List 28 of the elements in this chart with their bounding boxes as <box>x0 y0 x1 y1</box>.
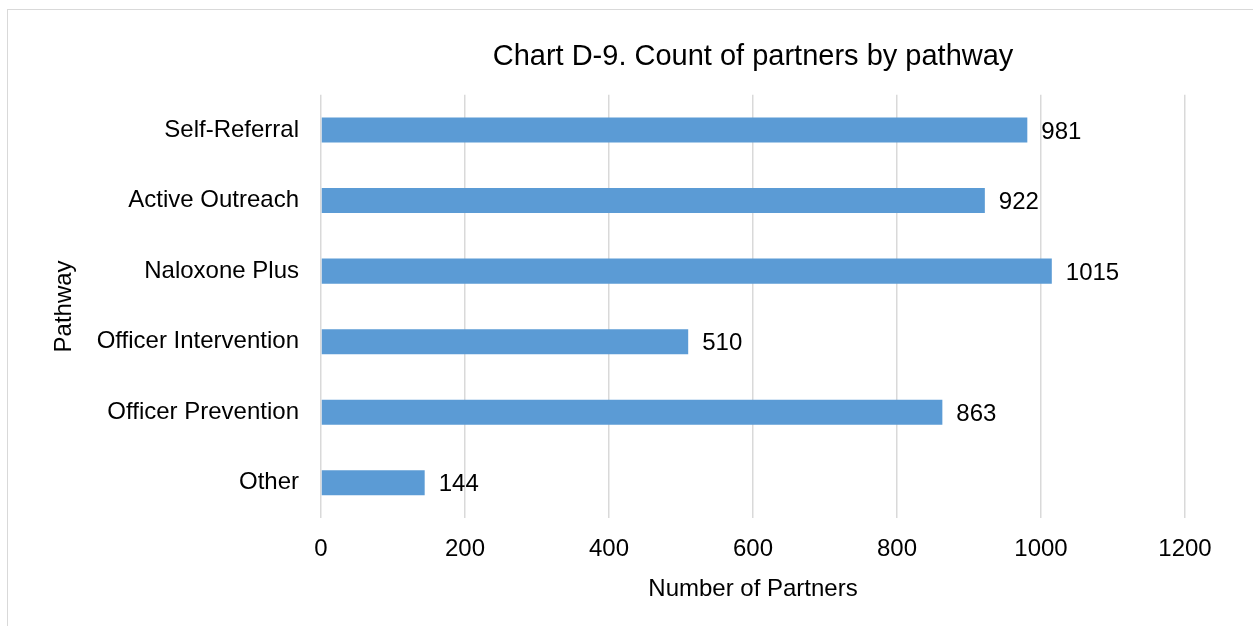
data-label: 863 <box>956 398 997 426</box>
data-label: 510 <box>702 328 743 356</box>
y-tick-label: Officer Prevention <box>107 396 299 424</box>
y-tick-label: Naloxone Plus <box>144 255 299 283</box>
x-axis-title: Number of Partners <box>648 574 858 602</box>
bar <box>321 399 943 425</box>
bar <box>321 329 689 355</box>
bar <box>321 117 1028 143</box>
chart-title: Chart D-9. Count of partners by pathway <box>492 39 1014 72</box>
bar <box>321 188 985 214</box>
bar <box>321 258 1052 284</box>
data-label: 922 <box>998 187 1039 215</box>
x-tick-label: 1000 <box>1014 534 1068 562</box>
y-tick-label: Officer Intervention <box>96 326 299 354</box>
x-tick-label: 600 <box>732 534 774 562</box>
x-tick-label: 400 <box>588 534 630 562</box>
x-tick-label: 800 <box>876 534 918 562</box>
y-axis-title: Pathway <box>49 260 77 353</box>
bar <box>321 470 425 496</box>
x-tick-label: 1200 <box>1158 534 1212 562</box>
y-tick-label: Active Outreach <box>128 185 299 213</box>
y-tick-label: Other <box>238 467 299 495</box>
data-label: 1015 <box>1065 257 1120 285</box>
data-label: 981 <box>1041 116 1082 144</box>
data-label: 144 <box>438 469 479 497</box>
x-tick-label: 200 <box>444 534 486 562</box>
y-tick-label: Self-Referral <box>164 114 299 142</box>
x-tick-label: 0 <box>314 534 328 562</box>
